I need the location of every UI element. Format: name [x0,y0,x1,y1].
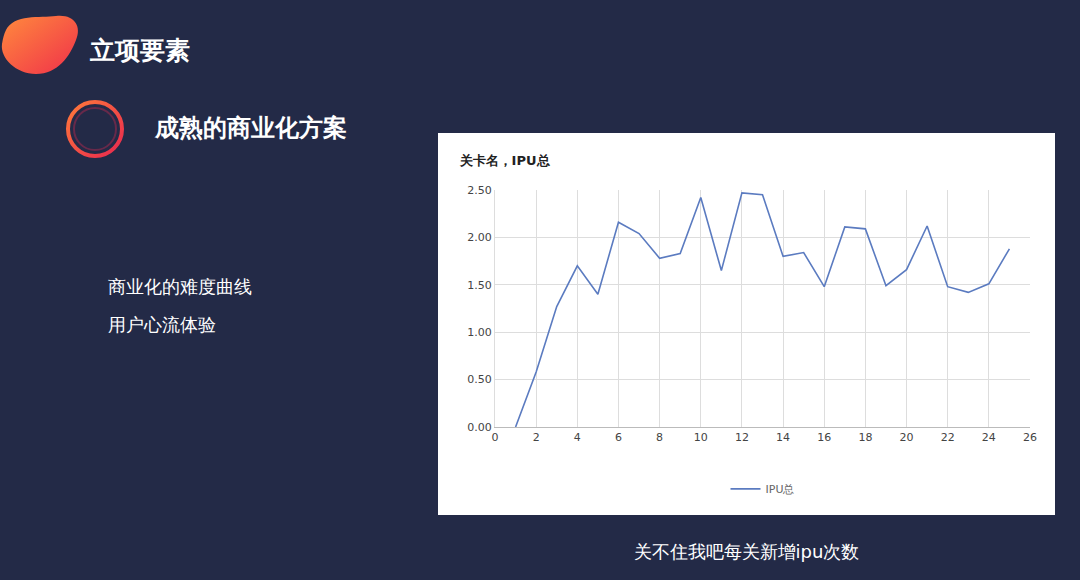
svg-text:20: 20 [900,431,914,444]
svg-text:IPU总: IPU总 [766,483,795,496]
svg-text:24: 24 [982,431,996,444]
svg-text:26: 26 [1023,431,1037,444]
svg-text:关卡名，IPU总: 关卡名，IPU总 [459,153,551,168]
svg-text:10: 10 [694,431,708,444]
svg-text:18: 18 [858,431,872,444]
svg-text:0.00: 0.00 [467,421,492,434]
svg-text:4: 4 [574,431,581,444]
svg-text:2.50: 2.50 [467,184,492,197]
svg-text:2: 2 [533,431,540,444]
svg-text:12: 12 [735,431,749,444]
svg-text:8: 8 [656,431,663,444]
html-text:用户心流体验: 用户心流体验 [108,314,216,335]
html-text:成熟的商业化方案: 成熟的商业化方案 [155,114,347,142]
svg-text:6: 6 [615,431,622,444]
html-text:商业化的难度曲线: 商业化的难度曲线 [108,276,252,297]
html-text:立项要素: 立项要素 [90,36,190,65]
svg-text:1.50: 1.50 [467,279,492,292]
svg-text:16: 16 [817,431,831,444]
svg-text:2.00: 2.00 [467,231,492,244]
svg-text:22: 22 [941,431,955,444]
svg-text:0: 0 [492,431,499,444]
html-text:关不住我吧每关新增ipu次数: 关不住我吧每关新增ipu次数 [633,541,860,562]
svg-text:0.50: 0.50 [467,373,492,386]
svg-text:14: 14 [776,431,790,444]
svg-text:1.00: 1.00 [467,326,492,339]
